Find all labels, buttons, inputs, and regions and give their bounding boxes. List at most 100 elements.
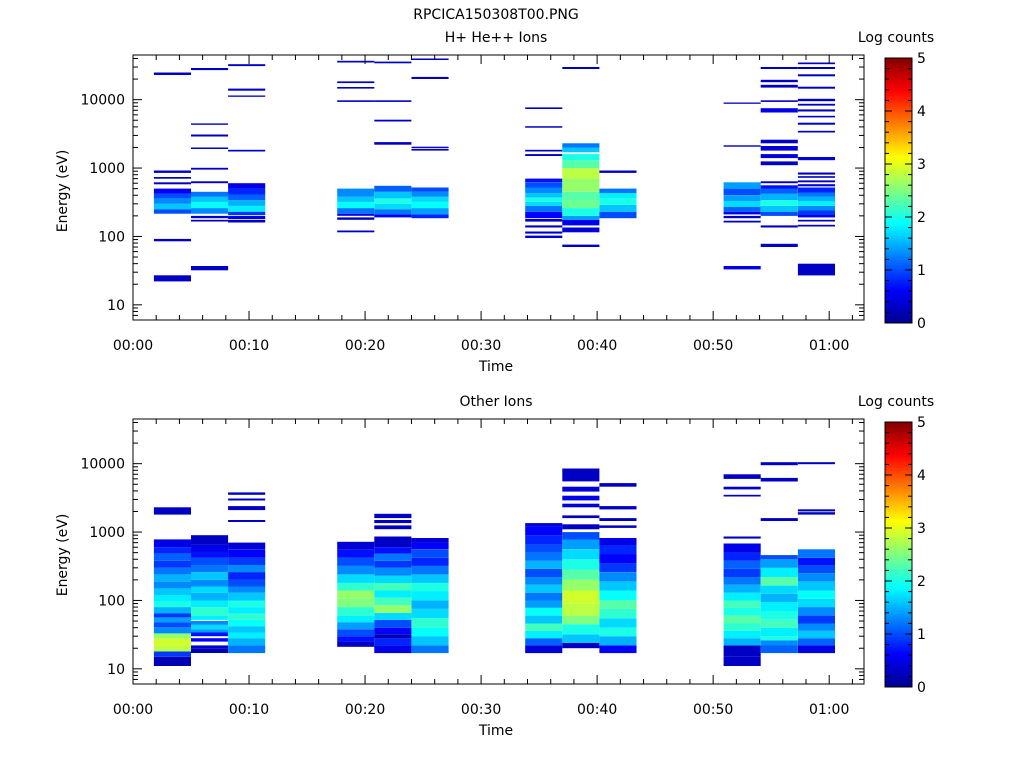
x-tick-label: 01:00 xyxy=(809,338,849,354)
spectrogram-cell xyxy=(191,147,229,149)
spectrogram-cell xyxy=(191,565,229,573)
spectrogram-cell xyxy=(411,76,449,79)
spectrogram-cell xyxy=(337,188,375,197)
colorbar xyxy=(884,421,913,688)
colorbar-tick-label: 0 xyxy=(917,680,926,696)
spectrogram-cell xyxy=(525,231,563,234)
time-bin-column xyxy=(760,462,798,654)
spectrogram-cell xyxy=(374,100,412,102)
colorbar-tick-label: 2 xyxy=(917,574,926,590)
spectrogram-cell xyxy=(374,612,412,620)
spectrogram-cell xyxy=(411,191,449,197)
y-axis-label: Energy (eV) xyxy=(55,150,71,233)
spectrogram-cell xyxy=(374,547,412,554)
spectrogram-cell xyxy=(228,565,266,573)
spectrogram-cell xyxy=(562,227,600,233)
spectrogram-cell xyxy=(525,205,563,212)
x-tick-label: 00:20 xyxy=(345,338,385,354)
spectrogram-cell xyxy=(760,593,798,602)
y-tick-label: 10 xyxy=(107,662,125,678)
spectrogram-cell xyxy=(337,641,375,647)
spectrogram-cell xyxy=(337,549,375,558)
time-bin-column xyxy=(374,513,412,654)
spectrogram-cell xyxy=(760,225,798,228)
spectrogram-cell xyxy=(562,208,600,216)
spectrogram-cell xyxy=(723,607,761,616)
spectrogram-cell xyxy=(797,210,835,215)
spectrogram-cell xyxy=(760,67,798,69)
spectrogram-cell xyxy=(760,645,798,654)
y-tick-label: 10000 xyxy=(80,457,125,473)
colorbar-tick-label: 1 xyxy=(917,627,926,643)
spectrogram-cell xyxy=(797,214,835,218)
colorbar-tick-label: 3 xyxy=(917,521,926,537)
spectrogram-cell xyxy=(797,509,835,512)
spectrogram-cell xyxy=(797,512,835,515)
x-tick-label: 00:10 xyxy=(229,702,269,718)
spectrogram-cell xyxy=(153,539,191,548)
spectrogram-cell xyxy=(723,494,761,497)
y-tick-label: 10000 xyxy=(80,93,125,109)
time-bin-column xyxy=(411,58,449,219)
spectrogram-cell xyxy=(797,581,835,591)
spectrogram-cell xyxy=(228,579,266,587)
figure-title: RPCICA150308T00.PNG xyxy=(413,7,578,23)
spectrogram-cell xyxy=(562,549,600,560)
spectrogram-cell xyxy=(797,180,835,183)
spectrogram-cell xyxy=(562,524,600,530)
spectrogram-cell xyxy=(525,149,563,152)
spectrogram-cell xyxy=(797,205,835,211)
spectrogram-cell xyxy=(337,81,375,84)
colorbar-tick-label: 1 xyxy=(917,263,926,279)
spectrogram-cell xyxy=(228,215,266,219)
time-bin-column xyxy=(723,102,761,270)
spectrogram-cell xyxy=(723,211,761,215)
spectrogram-cell xyxy=(228,95,266,97)
spectrogram-cell xyxy=(191,648,229,653)
spectrogram-cell xyxy=(191,624,229,630)
spectrogram-cell xyxy=(411,214,449,219)
spectrogram-cell xyxy=(723,552,761,561)
spectrogram-cell xyxy=(797,462,835,465)
colorbar-tick-label: 3 xyxy=(917,157,926,173)
spectrogram-cell xyxy=(723,145,761,147)
spectrogram-cell xyxy=(562,532,600,540)
spectrogram-cell xyxy=(562,200,600,209)
spectrogram-cell xyxy=(337,196,375,202)
spectrogram-cell xyxy=(525,568,563,577)
spectrogram-cell xyxy=(337,201,375,209)
spectrogram-cell xyxy=(153,651,191,657)
spectrogram-cell xyxy=(525,523,563,527)
spectrogram-cell xyxy=(760,100,798,102)
spectrogram-cell xyxy=(153,507,191,515)
spectrogram-cell xyxy=(525,623,563,631)
spectrogram-cell xyxy=(374,575,412,583)
spectrogram-cell xyxy=(599,600,637,609)
spectrogram-cell xyxy=(723,584,761,593)
spectrogram-cell xyxy=(723,206,761,212)
spectrogram-cell xyxy=(760,181,798,184)
spectrogram-cell xyxy=(374,142,412,145)
spectrogram-cell xyxy=(797,74,835,77)
spectrogram-cell xyxy=(374,536,412,548)
spectrogram-cell xyxy=(562,143,600,148)
spectrogram-cell xyxy=(525,211,563,219)
spectrogram-cell xyxy=(411,542,449,550)
spectrogram-cell xyxy=(228,557,266,565)
spectrogram-cell xyxy=(562,615,600,625)
spectrogram-cell xyxy=(337,557,375,566)
spectrogram-cell xyxy=(191,266,229,271)
spectrogram-cell xyxy=(797,86,835,89)
spectrogram-cell xyxy=(760,193,798,201)
time-bin-column xyxy=(228,64,266,223)
spectrogram-cell xyxy=(153,209,191,214)
spectrogram-cell xyxy=(374,513,412,519)
spectrogram-cell xyxy=(228,592,266,601)
spectrogram-cell xyxy=(337,574,375,583)
spectrogram-cell xyxy=(599,563,637,572)
spectrogram-cell xyxy=(411,609,449,619)
spectrogram-cell xyxy=(525,552,563,561)
spectrogram-cell xyxy=(374,119,412,122)
spectrogram-cell xyxy=(374,525,412,530)
spectrogram-cell xyxy=(797,192,835,197)
